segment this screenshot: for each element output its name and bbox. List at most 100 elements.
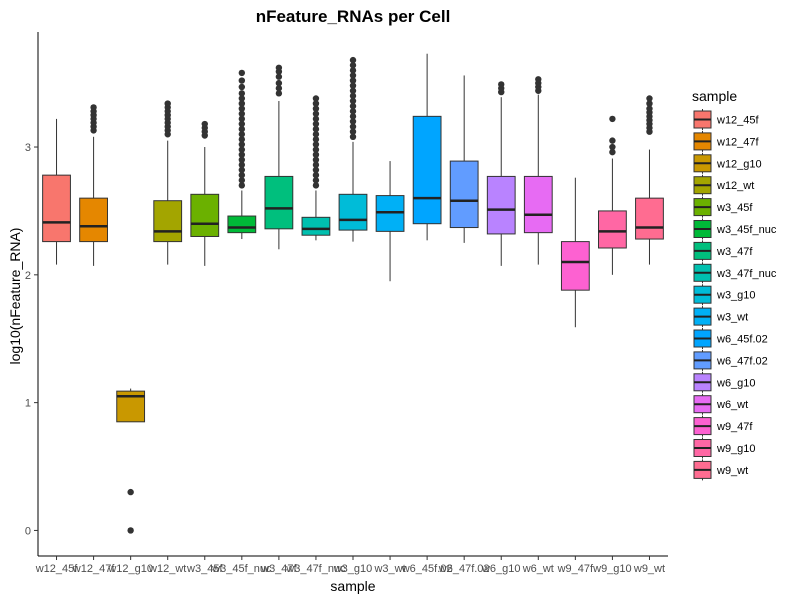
- legend-label: w3_g10: [716, 290, 756, 302]
- outlier-point: [498, 81, 505, 88]
- box-body: [79, 197, 108, 243]
- outlier-point: [238, 161, 246, 169]
- box-body: [412, 115, 442, 225]
- outlier-point: [275, 90, 283, 97]
- outlier-point: [349, 123, 357, 130]
- box-body: [190, 193, 220, 237]
- outlier-point: [238, 77, 246, 84]
- outlier-point: [349, 67, 357, 74]
- outlier-point: [646, 95, 653, 102]
- legend-item-w9_47f: w9_47f: [693, 415, 753, 437]
- legend-label: w12_wt: [716, 180, 754, 192]
- legend-item-w6_47f.02: w6_47f.02: [693, 349, 768, 371]
- box-w6_wt: [523, 76, 553, 265]
- legend-label: w6_g10: [716, 377, 756, 389]
- legend-item-w12_wt: w12_wt: [693, 174, 754, 196]
- legend-label: w12_g10: [716, 158, 762, 170]
- legend-label: w9_g10: [716, 443, 756, 455]
- outlier-point: [646, 100, 653, 107]
- outlier-point: [646, 105, 653, 112]
- outlier-point: [609, 115, 616, 123]
- outlier-point: [238, 156, 246, 164]
- outlier-point: [90, 104, 97, 111]
- outlier-point: [349, 72, 357, 79]
- x-tick-label: w6_47f.02: [438, 563, 490, 575]
- box-w9_47f: [560, 177, 590, 328]
- outlier-point: [238, 131, 246, 138]
- outlier-point: [312, 171, 320, 179]
- legend-label: w12_47f: [716, 136, 760, 148]
- legend: sample w12_45f w12_47f w12_g10 w12_wt w3_45f…: [692, 88, 777, 481]
- legend-label: w3_45f_nuc: [716, 224, 777, 236]
- outlier-point: [312, 161, 320, 169]
- legend-item-w12_g10: w12_g10: [693, 152, 762, 174]
- legend-label: w6_45f.02: [716, 334, 768, 346]
- box-body: [375, 195, 405, 232]
- x-tick-label: w6_g10: [481, 563, 521, 575]
- x-tick-label: w3_g10: [333, 563, 373, 575]
- legend-item-w3_wt: w3_wt: [693, 306, 748, 328]
- outlier-point: [238, 110, 246, 117]
- x-tick-label: w3_45f: [186, 563, 223, 575]
- box-w3_47f_nuc: [301, 95, 331, 241]
- box-body: [486, 175, 516, 235]
- outlier-point: [312, 146, 320, 153]
- legend-label: w9_wt: [716, 465, 748, 477]
- box-body: [560, 241, 590, 291]
- outlier-point: [312, 120, 320, 128]
- legend-label: w3_47f: [716, 246, 753, 258]
- box-w12_47f: [79, 104, 108, 266]
- outlier-point: [275, 73, 283, 80]
- outlier-point: [312, 182, 320, 189]
- box-w3_45f: [190, 120, 220, 266]
- legend-label: w3_47f_nuc: [716, 268, 777, 280]
- box-body: [42, 174, 71, 243]
- outlier-point: [312, 110, 320, 117]
- outlier-point: [349, 118, 357, 125]
- box-body: [301, 216, 331, 236]
- x-tick-label: w9_g10: [592, 563, 632, 575]
- x-tick-label: w9_wt: [633, 563, 665, 575]
- box-w12_wt: [153, 100, 183, 265]
- box-w12_45f: [42, 118, 71, 265]
- outlier-point: [312, 100, 320, 107]
- outlier-point: [238, 151, 246, 158]
- legend-item-w12_45f: w12_45f: [693, 109, 760, 130]
- box-body: [449, 160, 479, 229]
- outlier-point: [349, 87, 357, 94]
- x-tick-label: w3_45f_nuc: [211, 563, 272, 575]
- x-tick-label: w6_45f.02: [401, 563, 453, 575]
- outlier-point: [349, 77, 357, 84]
- outlier-point: [349, 128, 357, 135]
- legend-item-w3_47f_nuc: w3_47f_nuc: [693, 262, 777, 284]
- x-tick-label: w12_47f: [72, 563, 116, 575]
- box-body: [598, 210, 627, 249]
- outlier-point: [238, 125, 246, 133]
- legend-label: w12_45f: [716, 115, 760, 127]
- x-tick-label: w3_47f_nuc: [285, 563, 346, 575]
- box-body: [264, 175, 294, 230]
- x-tick-label: w3_wt: [373, 563, 405, 575]
- outlier-point: [609, 143, 616, 151]
- legend-item-w3_45f_nuc: w3_45f_nuc: [693, 218, 777, 240]
- x-tick-label: w12_g10: [107, 563, 153, 575]
- outlier-point: [312, 131, 320, 138]
- legend-item-w9_wt: w9_wt: [693, 459, 748, 481]
- box-body: [153, 200, 183, 243]
- y-tick-label: 3: [25, 142, 31, 154]
- outlier-point: [312, 95, 320, 102]
- outlier-point: [312, 156, 320, 164]
- outlier-point: [312, 177, 320, 184]
- outlier-point: [238, 166, 246, 174]
- box-body: [635, 197, 664, 240]
- outlier-point: [238, 95, 246, 102]
- box-w6_g10: [486, 81, 516, 266]
- box-body: [523, 175, 553, 234]
- outlier-point: [238, 115, 246, 123]
- box-w9_wt: [635, 95, 664, 265]
- outlier-point: [349, 62, 357, 69]
- y-axis-title: log10(nFeature_RNA): [7, 228, 23, 365]
- box-w12_g10: [116, 388, 146, 534]
